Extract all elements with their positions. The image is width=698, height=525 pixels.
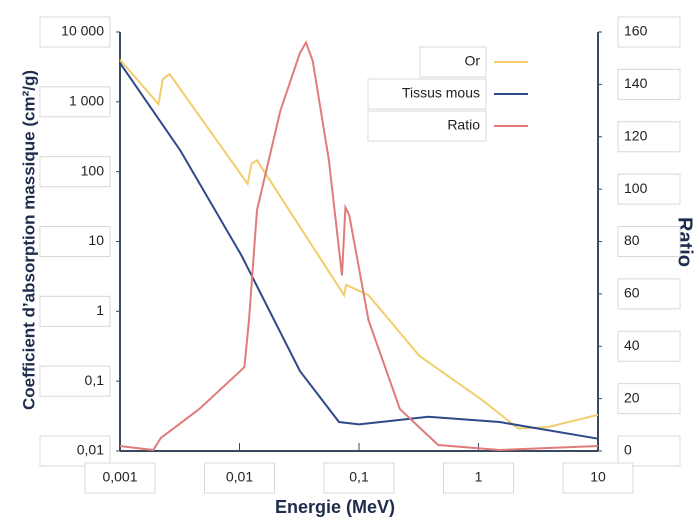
y2-tick-label: 80: [624, 232, 640, 248]
y-tick-label: 0,01: [77, 442, 104, 458]
legend-label: Or: [464, 53, 480, 69]
label-box: [323, 462, 395, 494]
label-box: [617, 68, 681, 100]
y2-tick-label: 160: [624, 23, 648, 39]
y2-tick-label: 140: [624, 75, 648, 91]
x-tick-label: 1: [475, 469, 483, 485]
label-box: [204, 462, 275, 494]
y-tick-label: 1 000: [69, 93, 104, 109]
series-line: [119, 40, 599, 452]
label-box: [617, 173, 681, 205]
x-tick-label: 0,001: [102, 469, 137, 485]
y2-tick-label: 60: [624, 285, 640, 301]
x-tick-label: 0,1: [349, 469, 369, 485]
label-box: [617, 435, 681, 467]
label-box: [562, 462, 634, 494]
y-tick-label: 0,1: [85, 372, 105, 388]
legend-box: [367, 110, 487, 142]
label-box: [617, 226, 681, 257]
label-box: [617, 278, 681, 310]
legend-box: [419, 46, 487, 78]
label-box: [617, 383, 681, 415]
label-box: [617, 330, 681, 362]
x-tick-label: 0,01: [226, 469, 253, 485]
label-box: [39, 16, 111, 48]
label-box: [39, 435, 111, 467]
y-axis-label: Coefficient d’absorption massique (cm²/g…: [19, 70, 38, 410]
y-tick-label: 10: [88, 232, 104, 248]
y-tick-label: 10 000: [61, 23, 104, 39]
label-box: [443, 462, 514, 494]
series-line: [119, 59, 599, 430]
y2-tick-label: 0: [624, 442, 632, 458]
label-box: [39, 156, 111, 188]
legend-label: Tissus mous: [402, 85, 480, 101]
legend-label: Ratio: [447, 117, 480, 133]
legend-box: [367, 78, 487, 110]
label-box: [39, 295, 111, 327]
y2-tick-label: 120: [624, 127, 648, 143]
label-box: [39, 365, 111, 397]
y2-tick-label: 100: [624, 180, 648, 196]
y2-tick-label: 20: [624, 389, 640, 405]
label-box: [84, 462, 156, 494]
y-tick-label: 100: [81, 162, 105, 178]
label-box: [39, 226, 111, 257]
label-box: [617, 16, 681, 48]
series-line: [119, 62, 599, 440]
y-tick-label: 1: [96, 302, 104, 318]
x-axis-label: Energie (MeV): [275, 497, 395, 517]
y2-tick-label: 40: [624, 337, 640, 353]
x-tick-label: 10: [590, 469, 606, 485]
label-box: [39, 86, 111, 118]
label-box: [617, 121, 681, 153]
